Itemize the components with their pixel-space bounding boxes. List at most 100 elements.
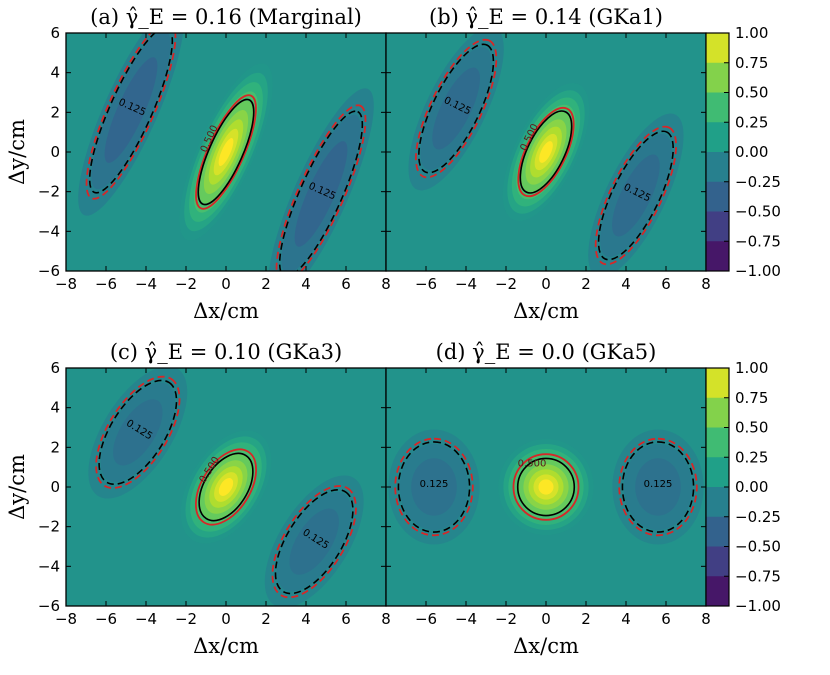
- panel-b-side-lobe: [612, 154, 660, 237]
- colorbar-band: [706, 152, 729, 183]
- panel-a-title: (a) γ̂_E = 0.16 (Marginal): [90, 5, 362, 29]
- colorbar-band: [706, 516, 729, 547]
- colorbar-tick-label: 1.00: [735, 359, 768, 377]
- colorbar-bottom: 1.00 0.75 0.50 0.25 0.00 −0.25 −0.50 −0.75 −1.00: [705, 359, 781, 615]
- colorbar-tick-label: 0.25: [735, 113, 768, 131]
- colorbar-top: 1.00 0.75 0.50 0.25 0.00 −0.25 −0.50 −0.75 −1.00: [705, 24, 781, 280]
- panel-b-contour-red-dashed: [415, 38, 498, 179]
- panel-b-contour-black-dashed: [597, 130, 674, 261]
- x-tick-label: 2: [261, 610, 271, 628]
- panel-b-level-band: [539, 141, 553, 163]
- panel-c-contour-black-dashed: [274, 488, 354, 595]
- x-tick-label: −4: [455, 275, 477, 293]
- x-tick-label: 6: [661, 275, 671, 293]
- panel-a-contour-red-dashed: [275, 104, 367, 271]
- panel-d-contour-red-dashed: [394, 437, 474, 537]
- colorbar-band: [706, 62, 729, 93]
- colorbar-band: [706, 397, 729, 428]
- panel-c-side-lobe: [289, 508, 339, 575]
- colorbar-tick-label: 0.50: [735, 419, 768, 437]
- colorbar-band: [706, 181, 729, 212]
- colorbar-tick-label: 1.00: [735, 24, 768, 42]
- y-tick-label: −2: [38, 183, 60, 201]
- panel-b-side-lobe: [432, 67, 480, 150]
- colorbar-band: [706, 368, 729, 399]
- panel-d-contour-label: 0.500: [518, 458, 547, 469]
- panel-c-contour-red-solid: [195, 448, 257, 526]
- x-tick-label: −6: [415, 610, 437, 628]
- x-tick-label: −8: [55, 275, 77, 293]
- x-tick-label: 4: [621, 610, 631, 628]
- x-tick-label: 0: [541, 275, 551, 293]
- y-tick-label: 4: [50, 64, 60, 82]
- panel-c-level-band: [218, 478, 234, 496]
- y-axis-label-bottom: Δy/cm: [5, 454, 29, 520]
- colorbar-tick-label: −0.25: [735, 173, 781, 191]
- panel-a-contour-black-dashed: [278, 110, 364, 271]
- y-axis-label-top: Δy/cm: [5, 119, 29, 185]
- x-tick-label: 8: [381, 275, 391, 293]
- panel-c-contour-red-dashed: [95, 375, 181, 489]
- colorbar-band: [706, 457, 729, 488]
- colorbar-tick-label: 0.00: [735, 143, 768, 161]
- y-tick-label: 2: [50, 438, 60, 456]
- panel-a-side-lobe: [294, 141, 348, 247]
- panel-a-contour-black-solid: [197, 98, 255, 206]
- panel-b-contour-red-dashed: [594, 125, 677, 266]
- colorbar-tick-label: 0.75: [735, 389, 768, 407]
- colorbar-band: [706, 211, 729, 242]
- y-tick-label: −6: [38, 262, 60, 280]
- x-tick-label: −6: [415, 275, 437, 293]
- panel-b-contour-black-dashed: [418, 43, 495, 174]
- y-tick-label: −4: [38, 222, 60, 240]
- panel-d-title: (d) γ̂_E = 0.0 (GKa5): [436, 340, 657, 364]
- x-tick-label: 8: [381, 610, 391, 628]
- colorbar-band: [706, 241, 729, 272]
- x-tick-label: 0: [541, 610, 551, 628]
- x-tick-label: −8: [55, 610, 77, 628]
- y-tick-label: 6: [50, 24, 60, 42]
- colorbar-tick-label: −0.50: [735, 538, 781, 556]
- x-axis-label-top-right: Δx/cm: [513, 299, 579, 323]
- colorbar-band: [706, 92, 729, 123]
- x-tick-label: −2: [495, 610, 517, 628]
- panel-a-contour-black-dashed: [88, 33, 174, 194]
- x-tick-label: −6: [95, 610, 117, 628]
- panel-d-side-lobe: [635, 458, 681, 516]
- colorbar-tick-label: 0.25: [735, 448, 768, 466]
- panel-a-side-lobe: [104, 57, 158, 163]
- panel-c-contour-black-solid: [198, 452, 254, 522]
- y-tick-label: 4: [50, 399, 60, 417]
- panel-a-contour-red-solid: [195, 94, 257, 210]
- colorbar-band: [706, 546, 729, 577]
- x-axis-label-top-left: Δx/cm: [193, 299, 259, 323]
- colorbar-tick-label: −0.25: [735, 508, 781, 526]
- colorbar-tick-label: −0.75: [735, 232, 781, 250]
- x-tick-label: 2: [581, 275, 591, 293]
- panel-d-contour-black-solid: [516, 457, 576, 517]
- y-tick-label: 2: [50, 103, 60, 121]
- panel-d-contour-red-dashed: [618, 437, 698, 537]
- y-tick-label: 0: [50, 478, 60, 496]
- x-tick-label: 4: [621, 275, 631, 293]
- colorbar-tick-label: 0.50: [735, 84, 768, 102]
- x-tick-label: 8: [701, 275, 711, 293]
- panel-d-side-lobe: [411, 458, 457, 516]
- x-tick-label: 2: [261, 275, 271, 293]
- panel-d: 0.125 0.125 0.500 −6 −4 −2 0 2 4 6 8: [385, 367, 711, 628]
- panel-a-contour-red-dashed: [85, 33, 177, 200]
- x-tick-label: −2: [175, 275, 197, 293]
- colorbar-band: [706, 427, 729, 458]
- x-tick-label: 8: [701, 610, 711, 628]
- x-tick-label: −4: [455, 610, 477, 628]
- x-tick-label: −4: [135, 275, 157, 293]
- y-tick-label: −2: [38, 518, 60, 536]
- panel-a-level-band: [218, 138, 234, 166]
- colorbar-tick-label: 0.75: [735, 54, 768, 72]
- colorbar-tick-label: −1.00: [735, 597, 781, 615]
